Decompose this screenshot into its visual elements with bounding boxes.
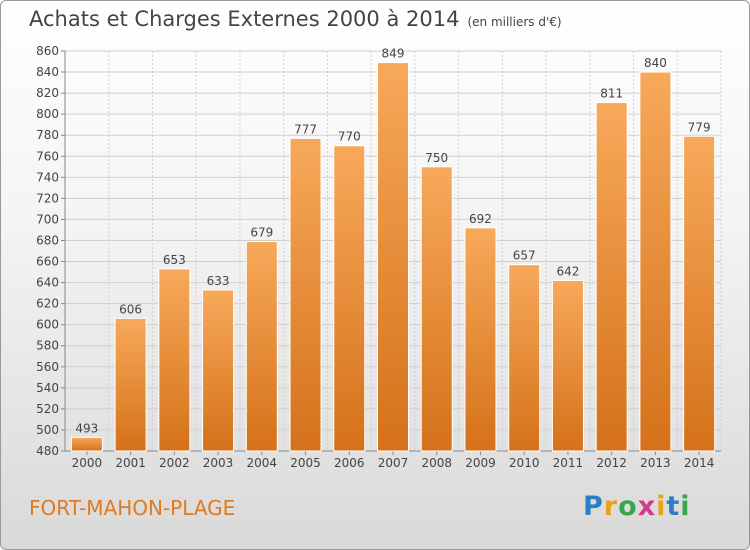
y-tick-label: 780 [36,128,59,142]
logo-letter: o [618,491,638,522]
y-tick-label: 700 [36,212,59,226]
data-label: 750 [425,151,448,165]
bar [245,241,278,452]
y-tick-label: 680 [36,233,59,247]
logo-letter: x [637,491,657,522]
y-tick-label: 860 [36,44,59,58]
chart-title: Achats et Charges Externes 2000 à 2014 (e… [29,7,562,31]
title-text: Achats et Charges Externes 2000 à 2014 [29,7,460,31]
data-label: 777 [294,122,317,136]
logo-letter: P [583,491,604,522]
y-tick-label: 640 [36,276,59,290]
bar [289,137,322,452]
y-tick-label: 740 [36,170,59,184]
y-tick-label: 760 [36,149,59,163]
bar [114,317,147,452]
y-tick-label: 720 [36,191,59,205]
y-tick-label: 840 [36,65,59,79]
x-tick-label: 2009 [465,456,496,470]
data-label: 679 [250,226,273,240]
logo-letter: t [666,491,681,522]
bar [420,166,453,452]
x-tick-label: 2002 [159,456,190,470]
bars [70,62,716,452]
bar [377,62,409,452]
logo-letter: r [603,491,619,522]
bar [158,268,191,452]
data-label: 811 [600,87,623,101]
y-tick-label: 800 [36,107,59,121]
bar [508,264,541,452]
data-label: 653 [163,253,186,267]
data-label: 493 [75,421,98,435]
y-tick-label: 820 [36,86,59,100]
data-label: 642 [556,264,579,278]
y-tick-label: 480 [36,444,59,458]
y-tick-label: 660 [36,255,59,269]
y-tick-label: 600 [36,318,59,332]
data-label: 849 [382,47,405,61]
bar [202,289,235,452]
data-label: 779 [688,120,711,134]
x-tick-label: 2000 [72,456,103,470]
x-tick-label: 2008 [421,456,452,470]
data-label: 606 [119,302,142,316]
bar [595,102,628,452]
bar [551,279,584,452]
x-tick-label: 2014 [684,456,715,470]
x-tick-label: 2013 [640,456,671,470]
chart-subtitle: (en milliers d'€) [467,15,562,29]
data-label: 840 [644,56,667,70]
x-tick-label: 2001 [115,456,146,470]
x-tick-label: 2012 [596,456,627,470]
logo-letter: i [680,491,691,522]
data-label: 770 [338,130,361,144]
proxiti-logo[interactable]: Proxiti [583,491,691,522]
x-tick-label: 2003 [203,456,234,470]
x-tick-label: 2005 [290,456,321,470]
bar [70,436,103,452]
axes: 480 500 520 540 560 580 600 620 640 660 680 700 720 7… [36,44,721,470]
bar [333,145,366,452]
bar [639,71,672,452]
data-labels: 493 606 653 633 679 777 770 849 750 692 657 642 811 8… [75,47,710,436]
y-tick-label: 560 [36,360,59,374]
data-label: 692 [469,212,492,226]
x-tick-label: 2007 [378,456,409,470]
data-label: 657 [513,249,536,263]
y-tick-label: 520 [36,402,59,416]
bar [683,135,716,452]
y-tick-label: 540 [36,381,59,395]
x-tick-label: 2004 [247,456,278,470]
city-name: FORT-MAHON-PLAGE [29,496,236,520]
x-tick-label: 2006 [334,456,365,470]
logo-letter: i [656,491,667,522]
y-tick-label: 580 [36,339,59,353]
x-tick-label: 2011 [553,456,584,470]
data-label: 633 [207,274,230,288]
bar [464,227,497,452]
y-tick-label: 500 [36,423,59,437]
y-tick-label: 620 [36,297,59,311]
x-tick-label: 2010 [509,456,540,470]
